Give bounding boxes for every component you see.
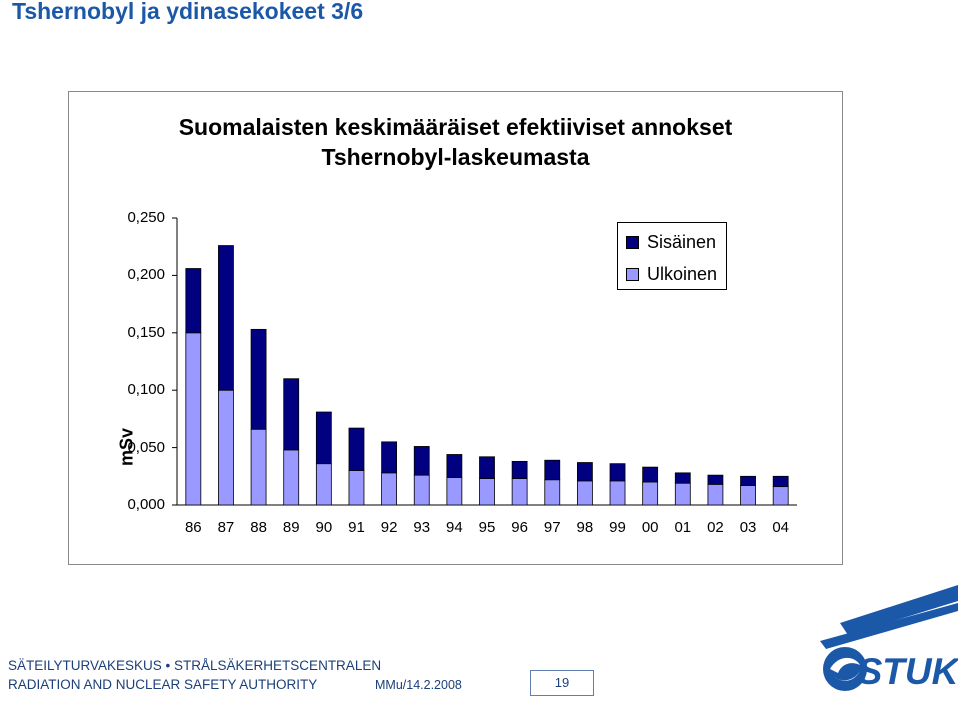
bar-sisainen-02 bbox=[707, 474, 724, 485]
chart-area: Suomalaisten keskimääräiset efektiiviset… bbox=[68, 91, 843, 565]
bar-ulkoinen-98 bbox=[576, 480, 593, 506]
bar-sisainen-04 bbox=[772, 475, 789, 488]
bar-ulkoinen-02 bbox=[707, 483, 724, 506]
y-tick-label: 0,000 bbox=[127, 496, 165, 513]
bar-sisainen-92 bbox=[381, 441, 398, 474]
stuk-logo: STUK bbox=[820, 585, 958, 692]
bar-ulkoinen-99 bbox=[609, 480, 626, 506]
x-tick-label: 01 bbox=[674, 519, 692, 536]
x-tick-label: 04 bbox=[772, 519, 790, 536]
footer-date: MMu/14.2.2008 bbox=[375, 678, 462, 692]
footer-organization-fi-sv: SÄTEILYTURVAKESKUS • STRÅLSÄKERHETSCENTR… bbox=[8, 658, 382, 673]
y-tick-label: 0,150 bbox=[127, 323, 165, 341]
bar-ulkoinen-86 bbox=[185, 332, 202, 506]
x-tick-label: 88 bbox=[250, 519, 267, 536]
bar-sisainen-98 bbox=[576, 462, 593, 482]
chart-title-line-2: Tshernobyl-laskeumasta bbox=[321, 144, 590, 170]
bar-sisainen-03 bbox=[740, 475, 756, 486]
bar-sisainen-86 bbox=[185, 268, 202, 334]
bar-sisainen-90 bbox=[315, 411, 332, 465]
bar-ulkoinen-89 bbox=[283, 449, 300, 506]
bar-ulkoinen-91 bbox=[348, 470, 365, 506]
slide-title: Tshernobyl ja ydinasekokeet 3/6 bbox=[12, 0, 364, 24]
bar-sisainen-97 bbox=[544, 459, 561, 481]
x-tick-label: 90 bbox=[315, 519, 333, 536]
bar-sisainen-94 bbox=[446, 454, 463, 478]
footer-organization-en: RADIATION AND NUCLEAR SAFETY AUTHORITY bbox=[8, 677, 318, 692]
y-tick-label: 0,250 bbox=[127, 209, 165, 226]
x-tick-label: 94 bbox=[446, 519, 463, 536]
bar-ulkoinen-97 bbox=[544, 479, 561, 506]
bar-ulkoinen-94 bbox=[446, 477, 463, 506]
legend-label-sisainen: Sisäinen bbox=[647, 231, 717, 252]
legend-item-sisainen: Sisäinen bbox=[626, 230, 716, 254]
bar-sisainen-00 bbox=[642, 466, 659, 483]
x-tick-label: 02 bbox=[707, 519, 724, 536]
bar-ulkoinen-03 bbox=[740, 485, 756, 506]
x-tick-label: 92 bbox=[380, 519, 398, 536]
x-tick-label: 89 bbox=[282, 519, 300, 536]
x-tick-label: 00 bbox=[641, 519, 659, 536]
bar-sisainen-99 bbox=[609, 463, 626, 482]
bar-sisainen-93 bbox=[413, 446, 430, 476]
x-tick-label: 91 bbox=[348, 519, 365, 536]
x-tick-label: 97 bbox=[543, 519, 561, 536]
bar-sisainen-88 bbox=[250, 328, 267, 430]
bar-ulkoinen-96 bbox=[511, 478, 528, 506]
bar-sisainen-01 bbox=[674, 472, 691, 484]
bar-sisainen-87 bbox=[218, 245, 234, 391]
bar-ulkoinen-88 bbox=[250, 428, 267, 506]
bar-ulkoinen-04 bbox=[772, 486, 789, 506]
y-tick-label: 0,100 bbox=[127, 381, 165, 399]
x-tick-label: 99 bbox=[609, 519, 626, 536]
chart-legend: Sisäinen Ulkoinen bbox=[617, 222, 727, 290]
y-tick-label: 0,200 bbox=[127, 266, 165, 284]
legend-swatch-ulkoinen bbox=[626, 267, 639, 281]
legend-swatch-sisainen bbox=[626, 235, 639, 249]
bar-ulkoinen-92 bbox=[381, 472, 398, 506]
legend-label-ulkoinen: Ulkoinen bbox=[647, 263, 718, 284]
bar-sisainen-95 bbox=[479, 456, 495, 479]
bar-ulkoinen-87 bbox=[218, 389, 234, 506]
bar-sisainen-96 bbox=[511, 460, 528, 479]
bar-ulkoinen-01 bbox=[674, 482, 691, 506]
x-tick-label: 03 bbox=[739, 519, 757, 536]
y-tick-label: 0,050 bbox=[127, 438, 165, 456]
legend-item-ulkoinen: Ulkoinen bbox=[626, 262, 717, 286]
x-tick-label: 98 bbox=[576, 519, 594, 536]
bar-ulkoinen-93 bbox=[413, 474, 430, 506]
bar-ulkoinen-90 bbox=[315, 463, 332, 506]
bar-chart bbox=[172, 217, 797, 506]
x-tick-label: 86 bbox=[184, 519, 202, 536]
svg-text:STUK: STUK bbox=[858, 651, 958, 692]
bar-ulkoinen-95 bbox=[479, 478, 495, 506]
page-number: 19 bbox=[530, 670, 594, 696]
x-tick-label: 93 bbox=[413, 519, 431, 536]
bar-sisainen-89 bbox=[283, 378, 300, 451]
bar-sisainen-91 bbox=[348, 427, 365, 471]
x-tick-label: 96 bbox=[511, 519, 528, 536]
x-tick-label: 95 bbox=[478, 519, 496, 536]
x-tick-label: 87 bbox=[217, 519, 235, 536]
chart-title-line-1: Suomalaisten keskimääräiset efektiiviset… bbox=[178, 114, 733, 140]
bar-ulkoinen-00 bbox=[642, 481, 659, 506]
